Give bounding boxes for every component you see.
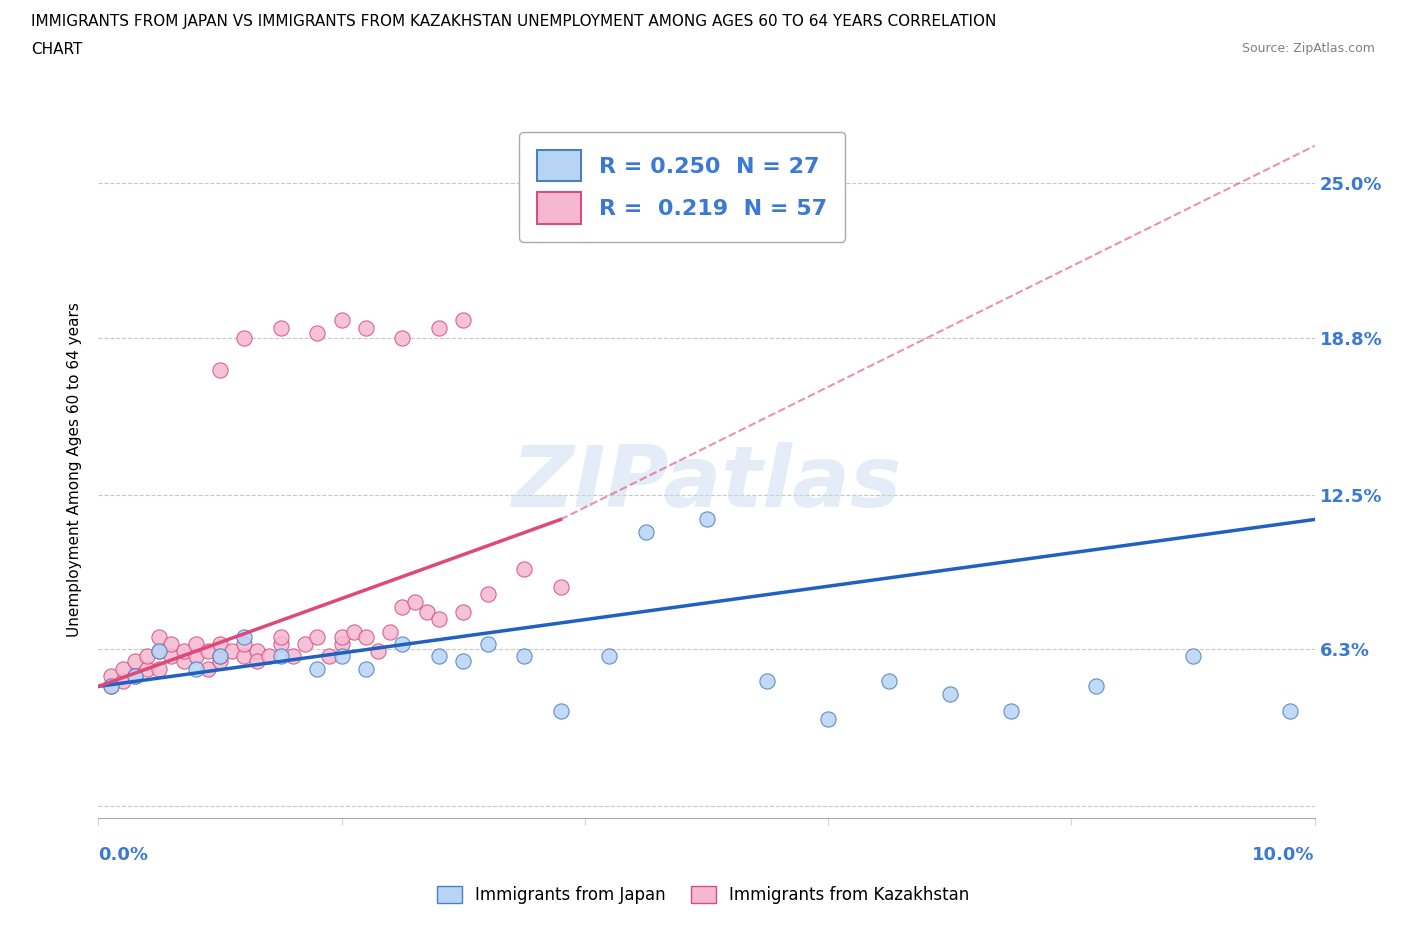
Point [209, 637, 232, 652]
Point [477, 587, 499, 602]
Point [330, 312, 353, 327]
Point [427, 612, 450, 627]
Point [233, 330, 256, 345]
Point [1000, 704, 1022, 719]
Point [148, 629, 170, 644]
Point [173, 654, 195, 669]
Point [270, 320, 292, 335]
Point [354, 629, 377, 644]
Point [209, 363, 232, 378]
Point [294, 637, 316, 652]
Point [513, 649, 536, 664]
Point [330, 637, 353, 652]
Point [233, 629, 256, 644]
Point [416, 604, 439, 619]
Point [307, 326, 329, 340]
Point [343, 624, 366, 639]
Point [184, 649, 207, 664]
Point [380, 624, 402, 639]
Point [367, 644, 389, 659]
Point [550, 579, 572, 594]
Point [197, 644, 219, 659]
Point [1084, 679, 1107, 694]
Point [148, 644, 170, 659]
Point [404, 594, 426, 609]
Point [173, 644, 195, 659]
Point [233, 649, 256, 664]
Point [307, 629, 329, 644]
Point [148, 644, 170, 659]
Point [209, 649, 232, 664]
Point [270, 649, 292, 664]
Point [160, 649, 183, 664]
Text: 10.0%: 10.0% [1253, 846, 1315, 864]
Point [453, 604, 475, 619]
Point [453, 312, 475, 327]
Point [209, 649, 232, 664]
Point [330, 629, 353, 644]
Point [634, 525, 657, 539]
Point [111, 661, 134, 676]
Text: 0.0%: 0.0% [98, 846, 149, 864]
Legend: R = 0.250  N = 27, R =  0.219  N = 57: R = 0.250 N = 27, R = 0.219 N = 57 [519, 132, 845, 242]
Point [136, 661, 159, 676]
Point [427, 320, 450, 335]
Point [233, 637, 256, 652]
Point [1279, 704, 1302, 719]
Point [696, 512, 718, 527]
Point [160, 637, 183, 652]
Point [1182, 649, 1205, 664]
Point [354, 320, 377, 335]
Legend: Immigrants from Japan, Immigrants from Kazakhstan: Immigrants from Japan, Immigrants from K… [430, 879, 976, 910]
Point [817, 711, 839, 726]
Point [245, 654, 267, 669]
Point [124, 669, 146, 684]
Point [281, 649, 304, 664]
Point [148, 661, 170, 676]
Text: CHART: CHART [31, 42, 83, 57]
Point [354, 661, 377, 676]
Point [550, 704, 572, 719]
Point [124, 654, 146, 669]
Point [391, 637, 413, 652]
Point [939, 686, 962, 701]
Point [270, 637, 292, 652]
Point [184, 637, 207, 652]
Point [318, 649, 340, 664]
Text: IMMIGRANTS FROM JAPAN VS IMMIGRANTS FROM KAZAKHSTAN UNEMPLOYMENT AMONG AGES 60 T: IMMIGRANTS FROM JAPAN VS IMMIGRANTS FROM… [31, 14, 997, 29]
Point [245, 644, 267, 659]
Point [209, 654, 232, 669]
Text: Source: ZipAtlas.com: Source: ZipAtlas.com [1241, 42, 1375, 55]
Point [184, 661, 207, 676]
Point [453, 654, 475, 669]
Point [111, 674, 134, 689]
Point [391, 330, 413, 345]
Point [330, 649, 353, 664]
Point [100, 669, 122, 684]
Point [136, 649, 159, 664]
Point [124, 669, 146, 684]
Point [756, 674, 779, 689]
Point [270, 629, 292, 644]
Point [100, 679, 122, 694]
Point [197, 661, 219, 676]
Point [391, 599, 413, 614]
Point [100, 679, 122, 694]
Point [598, 649, 620, 664]
Text: ZIPatlas: ZIPatlas [512, 442, 901, 525]
Point [513, 562, 536, 577]
Point [221, 644, 243, 659]
Point [307, 661, 329, 676]
Y-axis label: Unemployment Among Ages 60 to 64 years: Unemployment Among Ages 60 to 64 years [67, 302, 83, 637]
Point [427, 649, 450, 664]
Point [257, 649, 280, 664]
Point [877, 674, 900, 689]
Point [477, 637, 499, 652]
